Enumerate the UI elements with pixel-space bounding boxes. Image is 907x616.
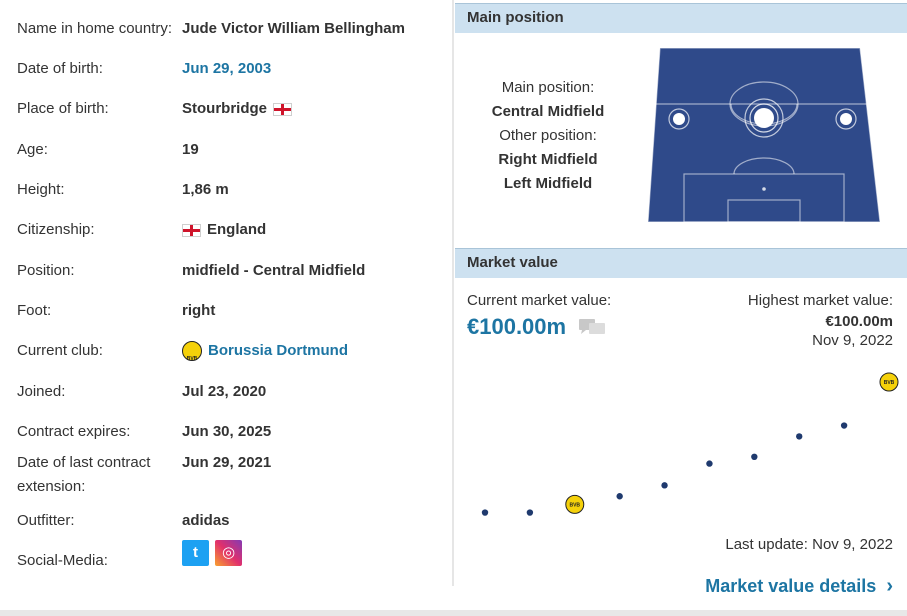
chart-point[interactable]: [706, 460, 713, 467]
chart-point[interactable]: [796, 433, 803, 440]
position-marker-central-midfield: [744, 98, 784, 138]
label-outfitter: Outfitter:: [17, 512, 75, 529]
label-joined: Joined:: [17, 383, 66, 400]
highest-market-value: €100.00m: [825, 313, 893, 330]
label-social-media: Social-Media:: [17, 552, 108, 569]
position-text: Main position: Central Midfield Other po…: [470, 76, 626, 196]
label-height: Height:: [17, 181, 65, 198]
chart-point[interactable]: [616, 493, 623, 500]
chart-point[interactable]: [526, 509, 534, 516]
value-last-contract-extension: Jun 29, 2021: [182, 454, 272, 471]
market-value-chart: BVB BVB: [481, 372, 899, 516]
club-crest-icon: BVB: [884, 380, 895, 386]
label-age: Age:: [17, 141, 48, 158]
label-last-contract-extension: Date of last contract extension:: [17, 454, 151, 495]
current-market-value-label: Current market value:: [467, 292, 612, 309]
chart-point-club-crest[interactable]: [879, 372, 899, 392]
highest-market-value-label: Highest market value:: [747, 292, 893, 309]
date-of-birth-link[interactable]: Jun 29, 2003: [182, 60, 272, 77]
other-position-value-2: Left Midfield: [503, 175, 593, 192]
pitch-field: [648, 48, 880, 222]
label-date-of-birth: Date of birth:: [17, 60, 103, 77]
last-update: Last update: Nov 9, 2022: [725, 536, 893, 553]
value-age: 19: [182, 141, 199, 158]
current-club-link[interactable]: Borussia Dortmund: [182, 339, 349, 371]
value-outfitter: adidas: [182, 512, 230, 529]
value-citizenship: England: [182, 218, 266, 242]
club-crest-icon[interactable]: [182, 341, 202, 371]
current-club-text[interactable]: Borussia Dortmund: [208, 342, 349, 359]
twitter-icon[interactable]: t: [182, 540, 209, 566]
label-current-club: Current club:: [17, 342, 103, 359]
chart-point-club-crest[interactable]: [565, 494, 585, 514]
label-name-in-home-country: Name in home country:: [17, 20, 173, 37]
value-joined: Jul 23, 2020: [182, 383, 267, 400]
highest-market-value-date: Nov 9, 2022: [812, 332, 893, 349]
label-place-of-birth: Place of birth:: [17, 100, 109, 117]
position-marker-left-midfield: [668, 108, 690, 130]
label-position: Position:: [17, 262, 75, 279]
value-height: 1,86 m: [182, 181, 229, 198]
citizenship-text: England: [207, 221, 267, 238]
chart-point[interactable]: [481, 509, 489, 516]
market-value-details-text[interactable]: Market value details: [705, 576, 877, 596]
main-position-value: Central Midfield: [491, 103, 605, 120]
pitch-diagram: [647, 47, 881, 223]
market-value-details-link[interactable]: Market value details ›: [705, 575, 893, 598]
main-position-header: Main position: [455, 3, 907, 33]
label-foot: Foot:: [17, 302, 52, 319]
value-foot: right: [182, 302, 216, 319]
main-position-label: Main position:: [501, 79, 595, 96]
other-position-label: Other position:: [499, 127, 597, 144]
instagram-icon[interactable]: ◎: [215, 540, 242, 566]
position-marker-right-midfield: [835, 108, 857, 130]
value-name-in-home-country: Jude Victor William Bellingham: [182, 20, 405, 37]
chevron-right-icon[interactable]: ›: [886, 575, 893, 597]
label-contract-expires: Contract expires:: [17, 423, 131, 440]
england-flag-icon: [273, 102, 292, 116]
panel-divider: [452, 0, 454, 586]
chart-point[interactable]: [661, 482, 668, 489]
current-market-value: €100.00m: [467, 314, 567, 339]
chart-point[interactable]: [840, 422, 848, 429]
chart-point[interactable]: [751, 453, 758, 460]
place-of-birth-text: Stourbridge: [182, 100, 267, 117]
comments-icon[interactable]: [578, 318, 606, 336]
club-crest-icon: BVB: [569, 502, 580, 508]
value-contract-expires: Jun 30, 2025: [182, 423, 272, 440]
social-media-links: t ◎: [182, 540, 242, 566]
value-place-of-birth: Stourbridge: [182, 97, 292, 121]
market-value-header: Market value: [455, 248, 907, 278]
other-position-value-1: Right Midfield: [498, 151, 598, 168]
bottom-border: [0, 610, 907, 616]
england-flag-icon: [182, 223, 201, 237]
label-citizenship: Citizenship:: [17, 221, 95, 238]
chart-marks: BVB BVB: [481, 372, 899, 516]
player-data-panel: Name in home country: Jude Victor Willia…: [0, 0, 452, 610]
value-position: midfield - Central Midfield: [182, 262, 366, 279]
